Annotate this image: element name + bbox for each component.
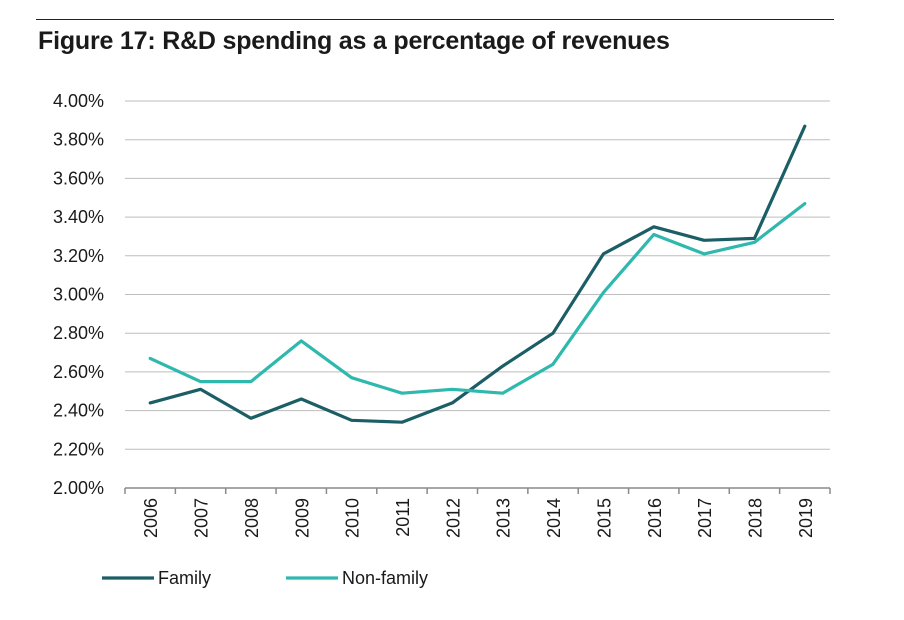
y-tick-label: 3.80% [53,130,104,150]
x-tick-label: 2007 [192,498,212,538]
y-axis-ticks: 2.00% 2.20% 2.40% 2.60% 2.80% 3.00% 3.20% 3.40%… [53,91,104,498]
y-tick-label: 3.60% [53,168,104,188]
series-line-non-family [148,202,807,395]
x-tick-label: 2010 [343,498,363,538]
gridlines [125,100,830,450]
series-lines [148,124,807,424]
y-tick-label: 2.60% [53,362,104,382]
x-tick-label: 2015 [594,498,614,538]
top-rule [36,19,834,20]
y-tick-label: 2.80% [53,323,104,343]
series-line-family [148,124,807,424]
y-tick-label: 3.00% [53,285,104,305]
x-tick-label: 2019 [796,498,816,538]
x-tick-label: 2006 [141,498,161,538]
x-tick-label: 2008 [242,498,262,538]
x-tick-label: 2018 [745,498,765,538]
x-tick-label: 2011 [393,498,413,537]
y-tick-label: 2.20% [53,439,104,459]
legend-label: Non-family [342,568,428,588]
legend: Family Non-family [102,568,428,588]
x-tick-label: 2014 [544,498,564,538]
x-axis [124,487,831,494]
x-tick-label: 2017 [695,498,715,538]
x-axis-ticks: 2006 2007 2008 2009 2010 2011 2012 2013 2014 2015… [141,498,816,538]
x-tick-label: 2013 [494,498,514,538]
y-tick-label: 4.00% [53,91,104,111]
y-tick-label: 2.00% [53,478,104,498]
legend-label: Family [158,568,211,588]
y-tick-label: 3.20% [53,246,104,266]
y-tick-label: 2.40% [53,401,104,421]
x-tick-label: 2012 [443,498,463,538]
chart-title: Figure 17: R&D spending as a percentage … [38,27,670,55]
y-tick-label: 3.40% [53,207,104,227]
x-tick-label: 2016 [645,498,665,538]
x-tick-label: 2009 [292,498,312,538]
